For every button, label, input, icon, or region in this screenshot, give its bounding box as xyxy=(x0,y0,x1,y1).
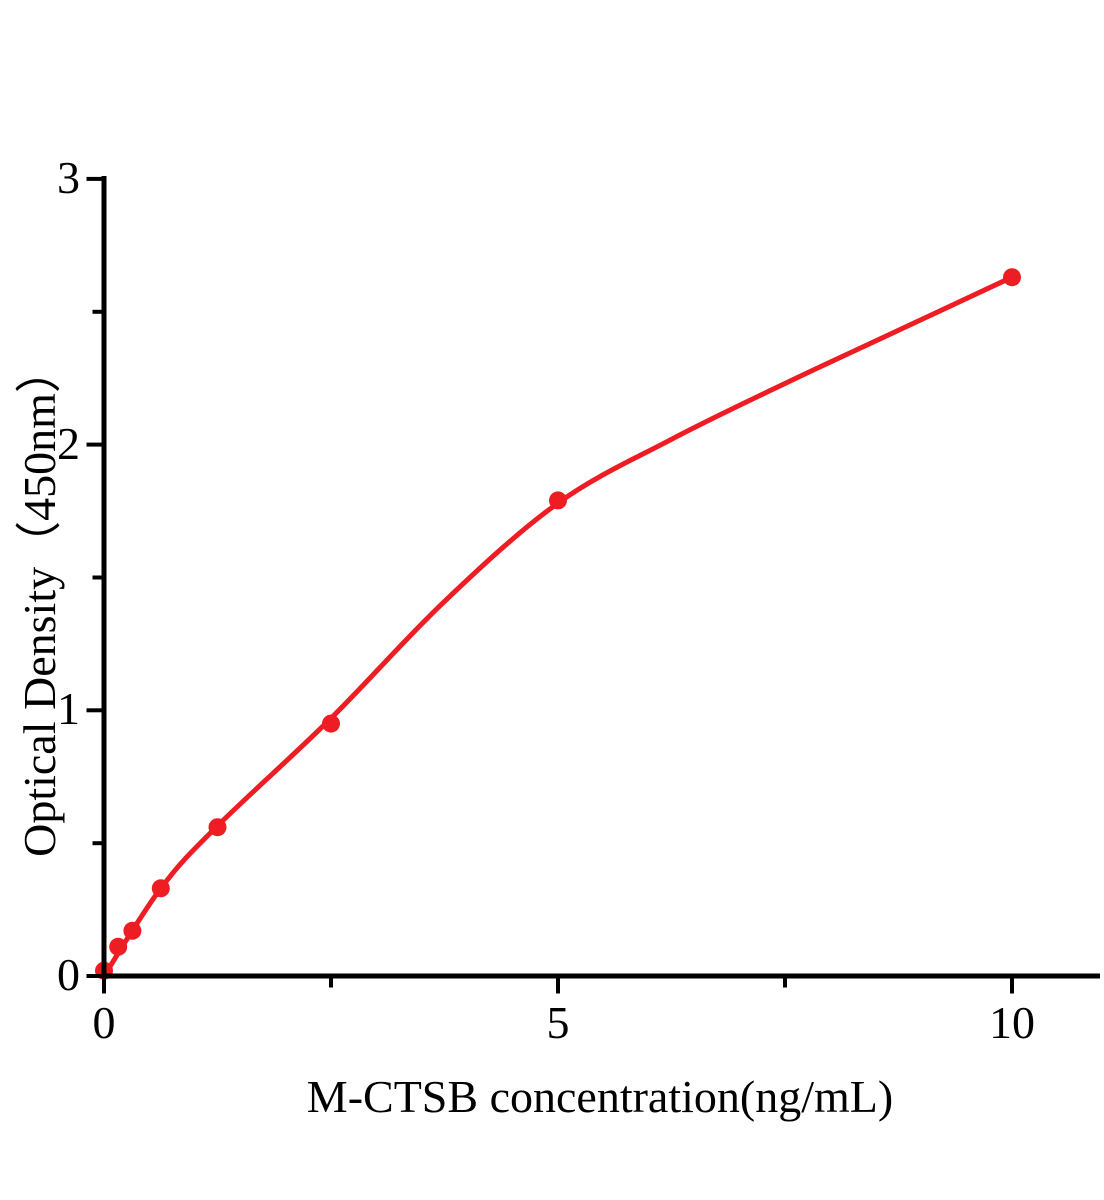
y-axis-title: Optical Density（450nm） xyxy=(14,347,65,857)
fit-curve-line xyxy=(101,274,1015,979)
data-point-5 xyxy=(322,714,340,733)
data-point-2 xyxy=(123,921,142,940)
y-tick-label-0: 0 xyxy=(57,949,80,1000)
data-point-6 xyxy=(549,491,567,510)
data-point-1 xyxy=(109,937,128,956)
x-tick-label-0: 0 xyxy=(92,997,116,1048)
data-point-3 xyxy=(151,879,170,898)
data-point-4 xyxy=(208,818,227,837)
x-tick-label-10: 10 xyxy=(989,997,1035,1048)
y-tick-label-1: 1 xyxy=(57,683,80,735)
data-point-7 xyxy=(1003,268,1021,287)
x-tick-label-5: 5 xyxy=(546,997,570,1048)
y-tick-label-3: 3 xyxy=(57,151,80,203)
x-axis-title: M-CTSB concentration(ng/mL) xyxy=(306,1071,894,1122)
y-tick-label-2: 2 xyxy=(57,417,80,469)
